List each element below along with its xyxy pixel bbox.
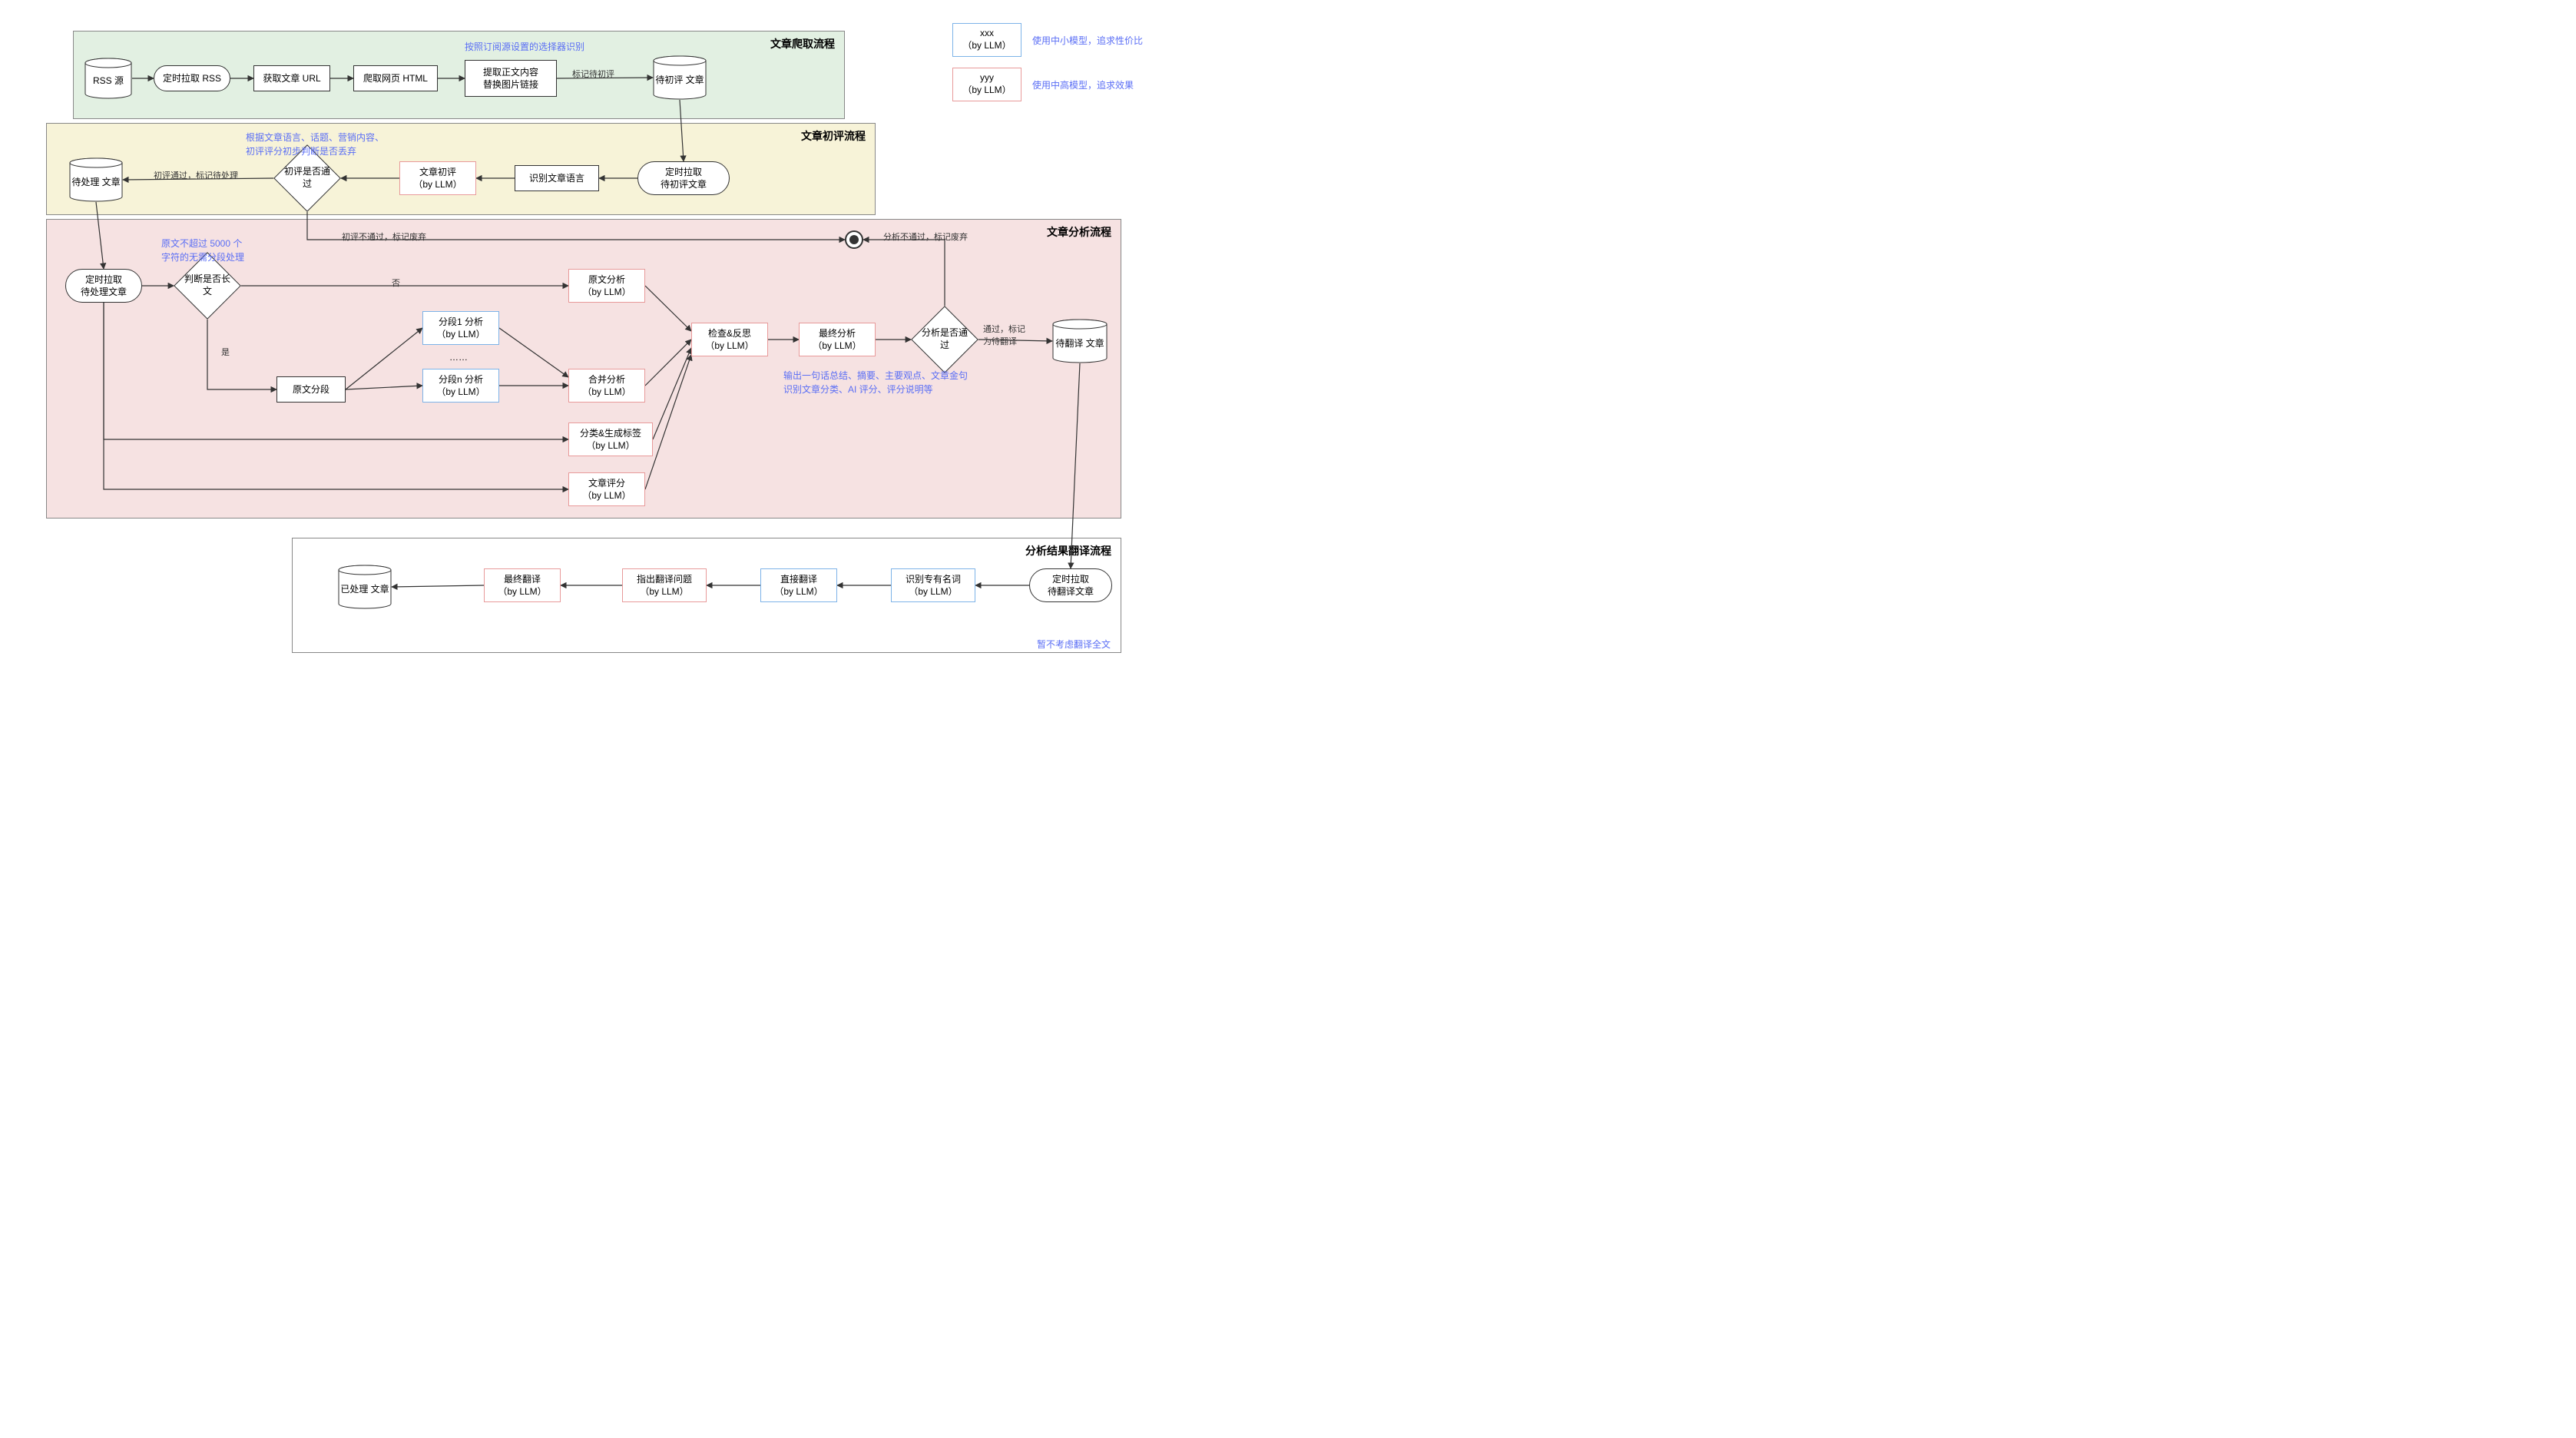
node-crawl_html: 爬取网页 HTML	[353, 65, 438, 91]
node-done: 已处理 文章	[338, 565, 392, 609]
edge-label-long_no: 否	[392, 277, 400, 289]
edge-label-long_yes: 是	[221, 346, 230, 358]
node-label-point_issues: 指出翻译问题 （by LLM）	[637, 573, 692, 598]
node-label-pending_trans: 待翻译 文章	[1052, 319, 1108, 363]
legend-box-small: xxx（by LLM）	[952, 23, 1021, 57]
node-direct_trans: 直接翻译 （by LLM）	[760, 568, 837, 602]
node-full_analyze: 原文分析 （by LLM）	[568, 269, 645, 303]
node-label-pending_proc: 待处理 文章	[69, 157, 123, 202]
node-cron_init: 定时拉取 待初评文章	[637, 161, 730, 195]
node-reflect: 检查&反思 （by LLM）	[691, 323, 768, 356]
node-classify: 分类&生成标签 （by LLM）	[568, 422, 653, 456]
node-segn: 分段n 分析 （by LLM）	[422, 369, 499, 403]
node-label-crawl_html: 爬取网页 HTML	[363, 72, 428, 84]
node-get_url: 获取文章 URL	[253, 65, 330, 91]
edge-label-mark_init: 标记待初评	[572, 68, 614, 80]
node-label-analyze_pass: 分析是否通过	[922, 316, 968, 363]
node-label-cron_init: 定时拉取 待初评文章	[661, 166, 707, 191]
node-label-final_analyze: 最终分析 （by LLM）	[813, 327, 861, 352]
node-merge_analyze: 合并分析 （by LLM）	[568, 369, 645, 403]
edge-label-fail_discard: 初评不通过，标记废弃	[342, 230, 426, 243]
node-seg_text: 原文分段	[276, 376, 346, 403]
node-label-is_long: 判断是否长文	[184, 263, 230, 309]
node-label-init_pass: 初评是否通过	[284, 155, 330, 201]
legend: xxx（by LLM） 使用中小模型，追求性价比 yyy（by LLM） 使用中高模型…	[952, 23, 1167, 112]
node-pending_proc: 待处理 文章	[69, 157, 123, 202]
node-label-seg_text: 原文分段	[293, 383, 329, 396]
node-label-seg1: 分段1 分析 （by LLM）	[436, 316, 485, 340]
node-label-rss_src: RSS 源	[84, 58, 132, 99]
node-label-get_url: 获取文章 URL	[263, 72, 320, 84]
node-label-detect_lang: 识别文章语言	[529, 172, 584, 184]
node-final_analyze: 最终分析 （by LLM）	[799, 323, 876, 356]
node-label-done: 已处理 文章	[338, 565, 392, 609]
node-label-cron_trans: 定时拉取 待翻译文章	[1048, 573, 1094, 598]
node-score: 文章评分 （by LLM）	[568, 472, 645, 506]
note-n_selector: 按照订阅源设置的选择器识别	[465, 40, 584, 54]
node-seg_dots: ……	[449, 352, 468, 363]
node-label-merge_analyze: 合并分析 （by LLM）	[582, 373, 631, 398]
node-label-init_eval: 文章初评 （by LLM）	[413, 166, 462, 191]
node-final_trans: 最终翻译 （by LLM）	[484, 568, 561, 602]
node-label-final_trans: 最终翻译 （by LLM）	[498, 573, 546, 598]
lane-translate: 分析结果翻译流程	[292, 538, 1121, 653]
lane-title-crawl: 文章爬取流程	[770, 36, 835, 51]
node-extract_body: 提取正文内容 替换图片链接	[465, 60, 557, 97]
note-n_init_rule: 根据文章语言、话题、营销内容、 初评评分初步判断是否丢弃	[246, 131, 384, 158]
node-label-score: 文章评分 （by LLM）	[582, 477, 631, 502]
node-label-classify: 分类&生成标签 （by LLM）	[580, 427, 641, 452]
node-cron_trans: 定时拉取 待翻译文章	[1029, 568, 1112, 602]
node-label-direct_trans: 直接翻译 （by LLM）	[774, 573, 823, 598]
node-detect_terms: 识别专有名词 （by LLM）	[891, 568, 975, 602]
node-seg1: 分段1 分析 （by LLM）	[422, 311, 499, 345]
note-n_no_full: 暂不考虑翻译全文	[1037, 638, 1111, 651]
node-label-detect_terms: 识别专有名词 （by LLM）	[906, 573, 961, 598]
note-n_longtext: 原文不超过 5000 个 字符的无需分段处理	[161, 237, 244, 264]
node-rss_src: RSS 源	[84, 58, 132, 99]
node-label-pending_init: 待初评 文章	[653, 55, 707, 100]
lane-title-initial: 文章初评流程	[801, 128, 866, 144]
edge-label-analyze_fail: 分析不通过，标记废弃	[883, 230, 968, 243]
edge-label-pass_mark: 初评通过，标记待处理	[154, 169, 238, 181]
node-label-segn: 分段n 分析 （by LLM）	[436, 373, 485, 398]
node-init_eval: 文章初评 （by LLM）	[399, 161, 476, 195]
lane-title-translate: 分析结果翻译流程	[1025, 543, 1111, 558]
lane-title-analyze: 文章分析流程	[1047, 224, 1111, 240]
node-label-reflect: 检查&反思 （by LLM）	[705, 327, 753, 352]
flowchart-canvas: 文章爬取流程文章初评流程文章分析流程分析结果翻译流程 xxx（by LLM） 使用中…	[15, 15, 1167, 676]
node-label-cron_rss: 定时拉取 RSS	[163, 72, 221, 84]
node-pending_trans: 待翻译 文章	[1052, 319, 1108, 363]
note-n_output: 输出一句话总结、摘要、主要观点、文章金句 识别文章分类、AI 评分、评分说明等	[783, 369, 968, 396]
node-pending_init: 待初评 文章	[653, 55, 707, 100]
node-cron_proc: 定时拉取 待处理文章	[65, 269, 142, 303]
node-detect_lang: 识别文章语言	[515, 165, 599, 191]
node-label-cron_proc: 定时拉取 待处理文章	[81, 273, 127, 298]
node-label-full_analyze: 原文分析 （by LLM）	[582, 273, 631, 298]
node-discard_end	[845, 230, 863, 249]
node-cron_rss: 定时拉取 RSS	[154, 65, 230, 91]
node-point_issues: 指出翻译问题 （by LLM）	[622, 568, 707, 602]
legend-note-big: 使用中高模型，追求效果	[1032, 78, 1134, 91]
legend-note-small: 使用中小模型，追求性价比	[1032, 34, 1143, 47]
edge-label-analyze_pass: 通过，标记 为待翻译	[983, 323, 1025, 347]
legend-box-big: yyy（by LLM）	[952, 68, 1021, 101]
node-label-extract_body: 提取正文内容 替换图片链接	[483, 66, 538, 91]
